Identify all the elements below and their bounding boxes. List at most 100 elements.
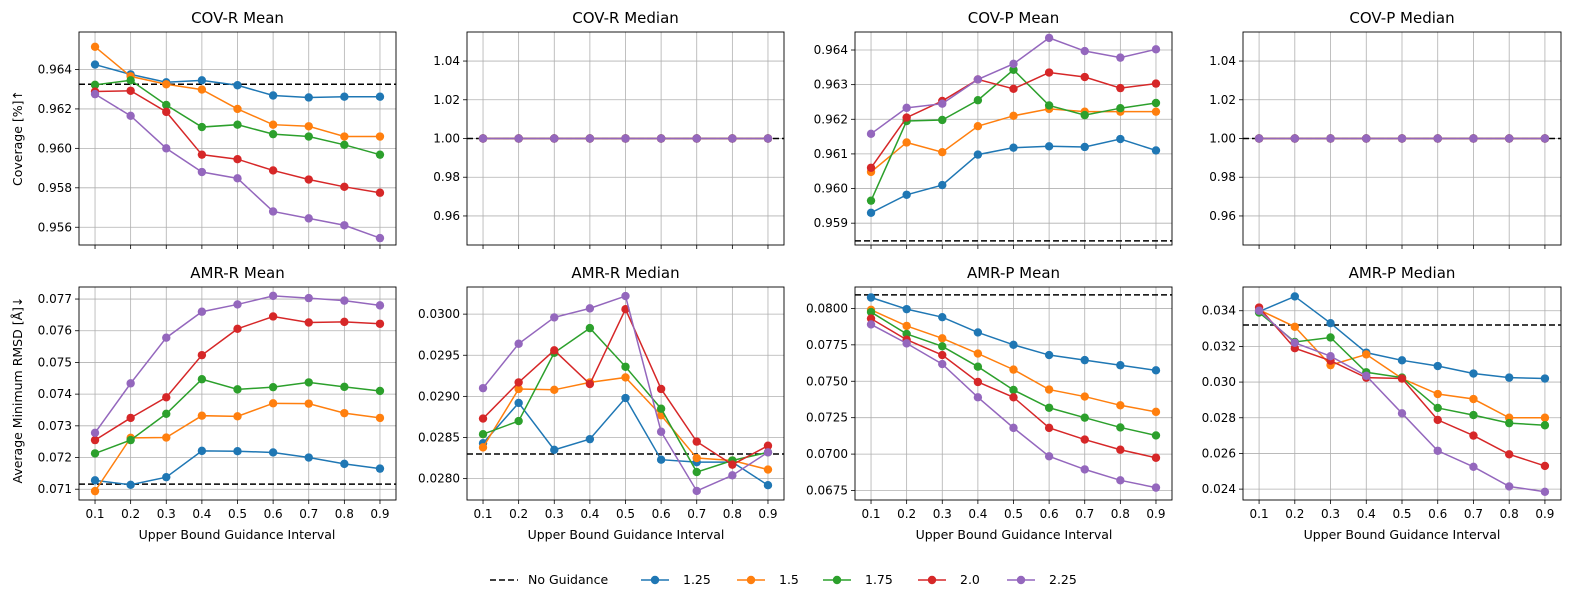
- data-point-1.25: [1290, 292, 1300, 301]
- data-point-1.25: [340, 459, 349, 469]
- y-tick-label: 0.98: [1209, 170, 1236, 184]
- data-point-2.0: [1151, 453, 1161, 462]
- y-tick-label: 0.0300: [418, 307, 460, 321]
- x-tick-label: 0.1: [861, 507, 880, 521]
- data-point-1.75: [340, 140, 349, 150]
- data-point-2.0: [656, 384, 666, 394]
- data-point-1.75: [90, 80, 100, 90]
- data-point-2.0: [1116, 445, 1125, 454]
- x-tick-label: 0.3: [933, 507, 952, 521]
- data-point-1.75: [973, 362, 983, 371]
- data-point-2.25: [304, 293, 313, 303]
- data-point-2.25: [728, 471, 737, 480]
- y-tick-label: 0.0725: [806, 411, 848, 425]
- subplot-8: AMR-P Median 0.024 0.026 0.028 0.030 0.032 0.0…: [1202, 264, 1562, 521]
- legend-label-series-4: 2.0: [960, 572, 980, 587]
- data-point-2.0: [197, 150, 207, 159]
- panel-title: AMR-R Mean: [190, 264, 285, 282]
- y-tick-label: 0.956: [38, 220, 72, 234]
- axes-frame: [78, 31, 397, 246]
- axes-frame: [78, 286, 397, 501]
- data-point-2.25: [375, 301, 385, 310]
- y-tick-label: 0.961: [814, 147, 848, 161]
- data-point-1.5: [90, 42, 100, 51]
- data-point-2.25: [550, 134, 559, 143]
- data-point-1.5: [162, 80, 171, 89]
- x-tick-label: 0.4: [968, 507, 987, 521]
- data-point-1.75: [621, 362, 630, 371]
- subplot-1: COV-R Mean 0.956 0.958 0.960 0.962 0.964: [38, 9, 397, 249]
- y-tick-label: 0.0775: [806, 338, 848, 352]
- data-point-2.25: [197, 167, 207, 177]
- data-point-1.5: [1540, 413, 1550, 422]
- data-point-1.5: [340, 408, 349, 418]
- data-point-2.25: [1116, 476, 1125, 485]
- data-point-1.75: [197, 375, 207, 384]
- x-tick-label: 0.5: [1004, 507, 1023, 521]
- data-point-1.5: [197, 85, 207, 94]
- legend-label-series-3: 1.75: [865, 572, 893, 587]
- x-tick-label: 0.2: [121, 507, 140, 521]
- data-point-1.75: [304, 378, 313, 387]
- data-point-1.5: [1362, 350, 1371, 359]
- y-tick-label: 0.0285: [418, 430, 460, 444]
- data-point-2.0: [728, 460, 737, 469]
- data-point-2.25: [90, 428, 100, 438]
- y-tick-label: 0.032: [1202, 339, 1236, 353]
- y-tick-label: 0.963: [814, 78, 848, 92]
- data-point-2.0: [1009, 393, 1018, 402]
- data-point-1.25: [1044, 142, 1054, 151]
- data-point-2.0: [304, 318, 313, 327]
- data-point-1.25: [514, 398, 523, 408]
- ylabel-top-row: Coverage [%]↑: [10, 90, 25, 186]
- data-point-1.5: [1009, 365, 1018, 374]
- data-point-2.0: [763, 441, 773, 450]
- data-point-2.25: [340, 221, 349, 230]
- data-point-2.25: [514, 134, 523, 143]
- data-point-2.0: [1044, 68, 1054, 77]
- subplots: COV-R Mean0.9560.9580.9600.9620.964COV-R…: [38, 9, 1562, 521]
- y-tick-label: 0.026: [1202, 446, 1236, 460]
- data-point-1.5: [763, 465, 773, 474]
- data-point-2.25: [126, 379, 135, 388]
- data-point-1.75: [1009, 385, 1018, 395]
- y-tick-label: 0.034: [1202, 304, 1236, 318]
- data-point-1.5: [1151, 107, 1161, 116]
- panel-title: COV-P Median: [1349, 9, 1454, 27]
- panel-title: COV-R Mean: [191, 9, 284, 27]
- data-point-2.25: [1326, 352, 1335, 361]
- data-point-2.0: [1433, 415, 1442, 425]
- data-point-2.0: [340, 317, 349, 327]
- data-point-2.25: [973, 75, 983, 84]
- data-point-2.0: [233, 324, 242, 334]
- y-tick-label: 1.02: [433, 93, 460, 107]
- data-point-2.25: [233, 300, 242, 309]
- legend-marker-series-1: [650, 575, 660, 585]
- data-point-1.25: [375, 464, 385, 473]
- data-point-1.5: [1044, 385, 1054, 394]
- x-tick-label: 0.6: [264, 507, 283, 521]
- data-point-1.5: [973, 122, 983, 131]
- data-point-2.25: [514, 339, 523, 348]
- data-point-2.0: [1044, 423, 1054, 433]
- data-point-2.25: [1151, 483, 1161, 492]
- legend-marker-series-5: [1016, 575, 1026, 585]
- axes-frame: [854, 286, 1173, 501]
- x-tick-label: 0.9: [370, 507, 389, 521]
- data-point-1.75: [375, 150, 385, 159]
- data-point-2.25: [90, 89, 100, 99]
- data-point-1.5: [1433, 389, 1442, 399]
- data-point-1.75: [233, 385, 242, 394]
- data-point-2.0: [162, 107, 171, 117]
- data-point-1.25: [585, 434, 595, 444]
- data-point-1.25: [1540, 374, 1550, 383]
- data-point-1.25: [1326, 319, 1335, 328]
- subplot-6: AMR-R Median 0.0280 0.0285 0.0290 0.0295 0.03…: [418, 264, 785, 521]
- data-point-1.5: [268, 120, 278, 129]
- y-tick-label: 1.02: [1209, 93, 1236, 107]
- data-point-2.25: [268, 207, 278, 216]
- x-tick-label: 0.9: [1535, 507, 1554, 521]
- x-tick-label: 0.5: [228, 507, 247, 521]
- data-point-1.25: [233, 446, 242, 456]
- data-point-2.25: [763, 134, 773, 143]
